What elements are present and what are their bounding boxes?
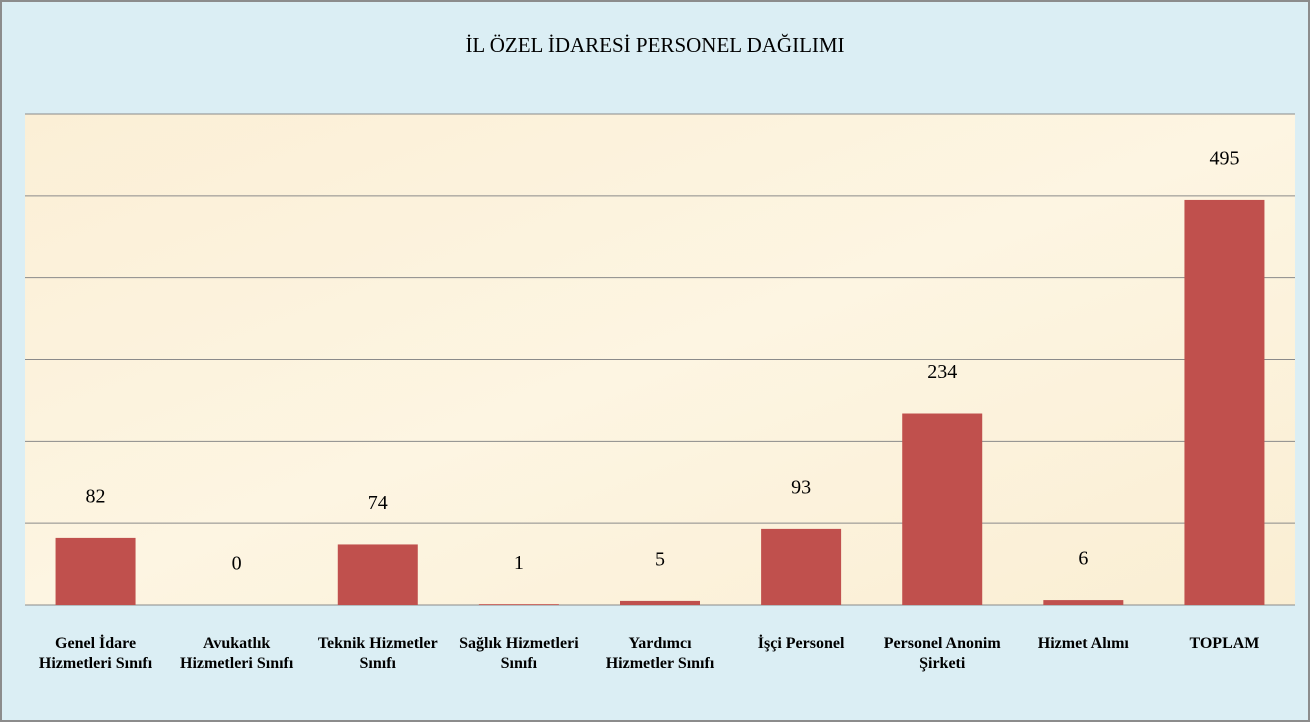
x-tick-label: Sağlık Hizmetleri Sınıfı [459,635,579,672]
value-label: 5 [655,549,665,571]
value-label: 6 [1078,548,1088,570]
x-tick-label: Teknik Hizmetler Sınıfı [317,635,438,672]
value-label: 74 [368,492,388,514]
bar [337,544,418,605]
bar [1184,199,1265,606]
bar [902,413,983,605]
chart-title: İL ÖZEL İDARESİ PERSONEL DAĞILIMI [465,33,844,57]
value-label: 1 [514,552,524,574]
x-tick-label: Yardımcı Hizmetler Sınıfı [605,635,715,672]
bar [478,604,559,605]
value-label: 234 [927,361,957,383]
x-tick-label: Personel Anonim Şirketi [883,635,1001,672]
x-tick-label: Hizmet Alımı [1037,635,1129,652]
bar [55,537,136,605]
value-label: 82 [86,485,106,507]
x-tick-label: İşçi Personel [757,635,845,652]
value-label: 495 [1209,148,1239,170]
bar [1043,600,1124,605]
x-tick-label: TOPLAM [1189,635,1260,652]
value-label: 93 [791,476,811,498]
x-tick-label: Avukatlık Hizmetleri Sınıfı [180,635,294,672]
bar [620,600,700,605]
x-tick-label: Genel İdare Hizmetleri Sınıfı [38,635,153,672]
value-label: 0 [232,553,242,575]
bar [761,528,842,605]
